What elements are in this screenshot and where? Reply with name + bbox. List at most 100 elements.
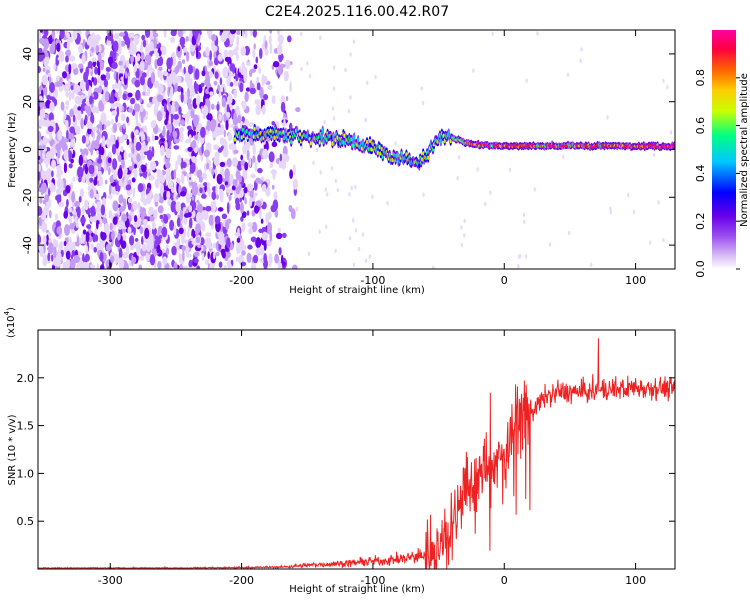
- heatmap-noise-cell: [134, 34, 140, 46]
- heatmap-noise-cell: [117, 123, 121, 127]
- heatmap-noise-cell: [211, 34, 217, 42]
- heatmap-noise-cell: [56, 173, 60, 178]
- heatmap-noise-cell: [248, 196, 253, 207]
- heatmap-noise-cell: [207, 186, 211, 197]
- heatmap-noise-cell: [187, 64, 193, 75]
- heatmap-noise-cell: [240, 154, 244, 161]
- heatmap-noise-cell: [82, 38, 86, 46]
- heatmap-noise-cell: [271, 184, 275, 190]
- heatmap-noise-cell: [491, 31, 494, 36]
- heatmap-noise-cell: [205, 259, 209, 265]
- heatmap-noise-cell: [241, 100, 246, 107]
- y-tick-label: 0: [21, 146, 34, 153]
- heatmap-noise-cell: [218, 237, 225, 246]
- heatmap-noise-cell: [254, 204, 260, 214]
- heatmap-noise-cell: [79, 148, 83, 153]
- heatmap-noise-cell: [41, 182, 47, 194]
- heatmap-noise-cell: [253, 192, 258, 197]
- heatmap-noise-cell: [82, 229, 87, 235]
- heatmap-noise-cell: [204, 237, 210, 248]
- y-tick-label: -20: [21, 188, 34, 206]
- heatmap-noise-cell: [669, 130, 673, 135]
- heatmap-noise-cell: [39, 51, 46, 60]
- heatmap-noise-cell: [232, 49, 238, 55]
- heatmap-noise-cell: [165, 247, 170, 256]
- heatmap-noise-cell: [175, 178, 182, 183]
- colorbar-tick-label: 0.4: [694, 165, 707, 183]
- heatmap-noise-cell: [85, 66, 89, 78]
- heatmap-noise-cell: [179, 209, 183, 222]
- heatmap-noise-cell: [41, 152, 46, 160]
- heatmap-noise-cell: [254, 160, 258, 173]
- heatmap-noise-cell: [290, 208, 296, 220]
- heatmap-noise-cell: [285, 95, 289, 102]
- heatmap-noise-cell: [364, 117, 367, 123]
- heatmap-noise-cell: [522, 212, 526, 218]
- heatmap-noise-cell: [271, 121, 276, 126]
- heatmap-noise-cell: [91, 76, 94, 83]
- heatmap-noise-cell: [80, 117, 84, 130]
- heatmap-noise-cell: [111, 62, 118, 69]
- heatmap-noise-cell: [85, 231, 90, 243]
- x-tick-label: -200: [229, 274, 254, 287]
- heatmap-noise-cell: [38, 130, 42, 143]
- heatmap-noise-cell: [231, 185, 236, 191]
- heatmap-noise-cell: [326, 192, 329, 197]
- heatmap-noise-cell: [173, 145, 180, 150]
- heatmap-noise-cell: [118, 194, 124, 204]
- heatmap-noise-cell: [233, 89, 237, 98]
- heatmap-noise-cell: [181, 113, 189, 118]
- heatmap-noise-cell: [120, 113, 126, 121]
- heatmap-noise-cell: [215, 184, 218, 196]
- heatmap-noise-cell: [253, 64, 258, 70]
- heatmap-signal-cell: [318, 140, 321, 145]
- heatmap-noise-cell: [579, 58, 582, 63]
- heatmap-noise-cell: [185, 173, 192, 178]
- y-tick-label: 40: [21, 47, 34, 61]
- heatmap-noise-cell: [205, 46, 210, 57]
- snr-scale-exp: 4: [3, 310, 11, 315]
- heatmap-noise-cell: [165, 172, 172, 182]
- heatmap-noise-cell: [193, 130, 197, 137]
- heatmap-noise-cell: [268, 257, 272, 268]
- heatmap-noise-cell: [253, 43, 256, 50]
- heatmap-noise-cell: [204, 163, 207, 173]
- heatmap-noise-cell: [93, 246, 97, 253]
- heatmap-noise-cell: [268, 151, 275, 163]
- heatmap-noise-cell: [236, 237, 241, 243]
- heatmap-noise-cell: [235, 73, 239, 82]
- svg-text:(x104): (x104): [3, 307, 17, 338]
- heatmap-noise-cell: [235, 105, 240, 114]
- heatmap-noise-cell: [95, 45, 100, 53]
- heatmap-noise-cell: [223, 264, 227, 269]
- heatmap-noise-cell: [627, 192, 630, 197]
- heatmap-noise-cell: [104, 91, 110, 103]
- heatmap-noise-cell: [97, 171, 101, 179]
- heatmap-noise-cell: [118, 225, 123, 230]
- heatmap-noise-cell: [125, 71, 128, 79]
- heatmap-noise-cell: [132, 46, 137, 55]
- heatmap-noise-cell: [244, 197, 247, 205]
- heatmap-noise-cell: [208, 214, 214, 226]
- heatmap-noise-cell: [66, 32, 70, 39]
- colorbar-gradient: [712, 30, 736, 269]
- heatmap-noise-cell: [201, 252, 205, 262]
- heatmap-noise-cell: [366, 80, 369, 86]
- heatmap-noise-cell: [160, 137, 166, 142]
- heatmap-noise-cell: [128, 165, 134, 171]
- heatmap-noise-cell: [132, 200, 138, 211]
- heatmap-noise-cell: [148, 31, 155, 41]
- heatmap-noise-cell: [203, 105, 209, 116]
- heatmap-noise-cell: [259, 86, 264, 99]
- heatmap-noise-cell: [47, 154, 51, 165]
- heatmap-noise-cell: [142, 140, 146, 153]
- heatmap-noise-cell: [203, 149, 210, 158]
- heatmap-noise-cell: [236, 242, 241, 255]
- heatmap-noise-cell: [228, 194, 232, 201]
- heatmap-noise-cell: [211, 200, 216, 208]
- heatmap-noise-cell: [148, 208, 154, 216]
- heatmap-noise-cell: [280, 101, 286, 113]
- heatmap-noise-cell: [236, 30, 241, 36]
- heatmap-signal-cell: [421, 157, 424, 162]
